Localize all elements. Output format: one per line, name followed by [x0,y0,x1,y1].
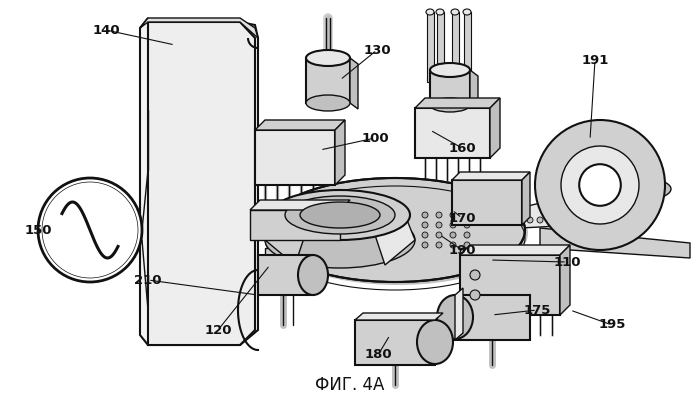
Circle shape [535,120,665,250]
Circle shape [422,212,428,218]
Ellipse shape [430,98,470,112]
Polygon shape [140,18,258,38]
Polygon shape [470,70,478,111]
Circle shape [537,217,543,223]
Circle shape [422,232,428,238]
Circle shape [579,164,621,206]
Bar [452,180,522,225]
Polygon shape [148,22,255,345]
Polygon shape [415,98,500,108]
Polygon shape [250,200,350,210]
Circle shape [464,222,470,228]
Text: ФИГ. 4А: ФИГ. 4А [315,376,385,394]
Circle shape [422,242,428,248]
Bar [258,255,313,295]
Polygon shape [540,228,690,258]
Polygon shape [350,58,358,109]
Text: 180: 180 [364,348,392,361]
Polygon shape [265,215,305,265]
Text: 175: 175 [524,304,551,316]
Ellipse shape [436,9,444,15]
Circle shape [436,242,442,248]
Ellipse shape [430,63,470,77]
Text: 140: 140 [92,24,120,36]
Circle shape [450,222,456,228]
Bar [415,108,490,158]
Circle shape [436,222,442,228]
Polygon shape [255,120,345,130]
Circle shape [567,217,573,223]
Circle shape [587,217,593,223]
Circle shape [436,212,442,218]
Bar [250,210,340,240]
Text: 210: 210 [134,273,162,286]
Ellipse shape [268,181,528,285]
Bar [452,12,459,82]
Text: 100: 100 [361,132,388,144]
Circle shape [464,242,470,248]
Bar [460,255,560,315]
Bar [464,12,471,82]
Ellipse shape [417,320,453,364]
Polygon shape [355,313,443,320]
Circle shape [450,242,456,248]
Bar [455,295,530,340]
Ellipse shape [300,202,380,228]
Ellipse shape [437,295,473,339]
Circle shape [436,232,442,238]
Ellipse shape [451,9,459,15]
Ellipse shape [265,212,415,268]
Text: 191: 191 [581,53,609,67]
Bar [430,70,470,105]
Circle shape [42,182,138,278]
Circle shape [422,222,428,228]
Polygon shape [520,203,560,228]
Text: 170: 170 [448,211,476,225]
Circle shape [470,290,480,300]
Ellipse shape [541,173,671,205]
Polygon shape [140,18,258,345]
Circle shape [577,217,583,223]
Circle shape [547,217,553,223]
Text: 190: 190 [448,243,476,257]
Ellipse shape [265,178,525,282]
Text: 110: 110 [553,255,581,269]
Circle shape [38,178,142,282]
Circle shape [561,146,639,224]
Ellipse shape [306,95,350,111]
Bar [306,58,350,103]
Circle shape [527,217,533,223]
Bar [355,320,435,365]
Polygon shape [452,172,530,180]
Polygon shape [335,120,345,185]
Bar [255,130,335,185]
Bar [427,12,434,82]
Polygon shape [560,245,570,315]
Bar [460,248,520,278]
Text: 160: 160 [448,142,476,154]
Bar [437,12,444,82]
Ellipse shape [270,190,410,240]
Circle shape [464,212,470,218]
Polygon shape [490,98,500,158]
Text: 150: 150 [25,223,52,237]
Circle shape [450,232,456,238]
Circle shape [557,217,563,223]
Text: 120: 120 [204,324,232,336]
Polygon shape [460,245,570,255]
Ellipse shape [463,9,471,15]
Circle shape [450,212,456,218]
Circle shape [464,232,470,238]
Polygon shape [375,215,415,265]
Text: 195: 195 [598,318,626,332]
Ellipse shape [298,255,328,295]
Ellipse shape [306,50,350,66]
Text: 130: 130 [363,43,391,57]
Bar [265,248,320,278]
Circle shape [470,270,480,280]
Polygon shape [455,288,463,340]
Ellipse shape [426,9,434,15]
Polygon shape [522,172,530,225]
Ellipse shape [285,196,395,234]
